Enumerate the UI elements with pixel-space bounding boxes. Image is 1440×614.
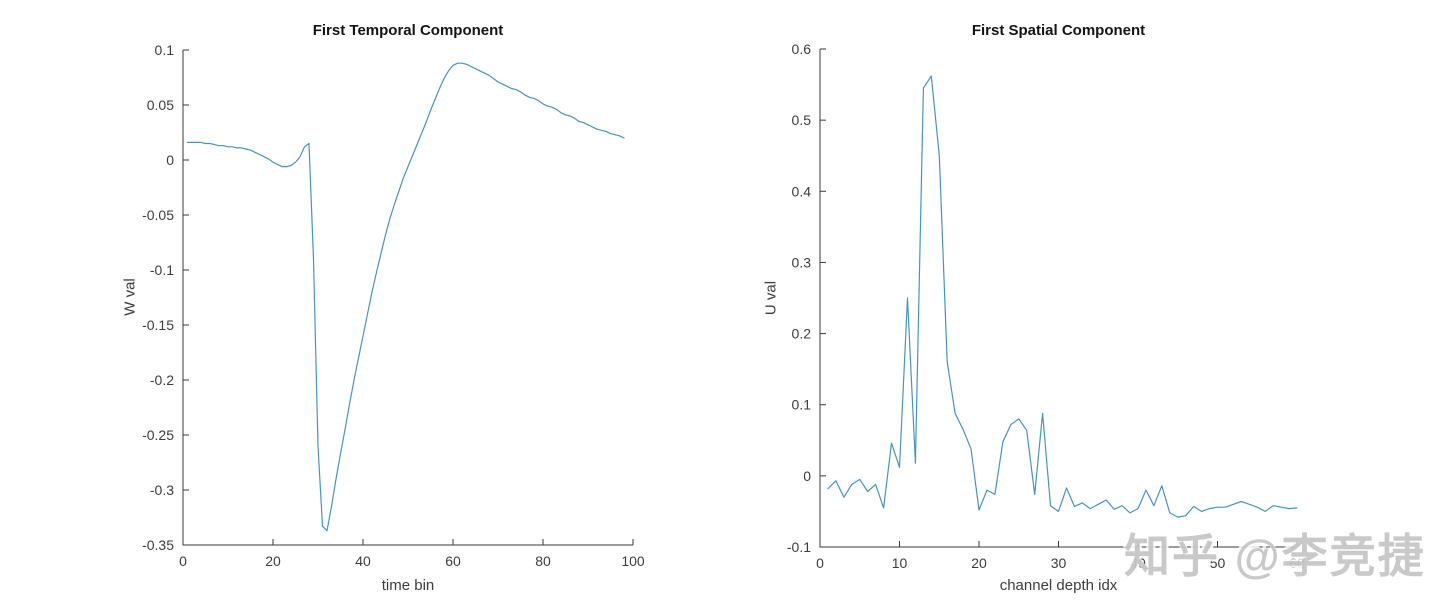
temporal-x-axis-label: time bin xyxy=(381,577,435,594)
x-tick-label: 50 xyxy=(1210,555,1226,571)
x-tick-label: 40 xyxy=(355,553,371,569)
y-tick-label: 0.3 xyxy=(792,254,812,270)
x-tick-label: 0 xyxy=(816,555,824,571)
spatial-x-axis-label: channel depth idx xyxy=(999,577,1118,594)
x-tick-label: 60 xyxy=(1289,555,1305,571)
y-tick-label: 0.5 xyxy=(792,112,812,128)
y-tick-label: 0 xyxy=(803,468,811,484)
y-tick-label: -0.2 xyxy=(150,372,174,388)
y-tick-label: -0.35 xyxy=(142,537,174,553)
y-tick-label: 0.6 xyxy=(792,41,812,57)
data-series-line xyxy=(186,62,625,532)
y-tick-label: 0 xyxy=(166,152,174,168)
x-tick-label: 80 xyxy=(535,553,551,569)
y-tick-label: -0.1 xyxy=(150,262,174,278)
y-tick-label: -0.05 xyxy=(142,207,174,223)
axis-lines xyxy=(819,49,1297,548)
x-tick-label: 40 xyxy=(1130,555,1146,571)
x-tick-label: 100 xyxy=(621,553,645,569)
watermark-text: 知乎 @李竞捷 xyxy=(1124,530,1426,582)
y-tick-label: -0.15 xyxy=(142,317,174,333)
spatial-chart-title: First Spatial Component xyxy=(971,22,1146,39)
y-tick-label: -0.3 xyxy=(150,482,174,498)
y-tick-label: -0.25 xyxy=(142,427,174,443)
x-tick-label: 10 xyxy=(892,555,908,571)
temporal-chart-title: First Temporal Component xyxy=(312,22,504,39)
x-tick-label: 60 xyxy=(445,553,461,569)
y-tick-label: 0.1 xyxy=(155,42,175,58)
y-tick-label: -0.1 xyxy=(787,539,811,555)
x-tick-label: 20 xyxy=(265,553,281,569)
data-series-line xyxy=(827,75,1298,518)
y-tick-label: 0.4 xyxy=(792,183,812,199)
y-tick-label: 0.1 xyxy=(792,397,812,413)
x-tick-label: 0 xyxy=(179,553,187,569)
x-tick-label: 20 xyxy=(971,555,987,571)
y-tick-label: 0.2 xyxy=(792,326,812,342)
x-tick-label: 30 xyxy=(1051,555,1067,571)
y-tick-label: 0.05 xyxy=(147,97,174,113)
